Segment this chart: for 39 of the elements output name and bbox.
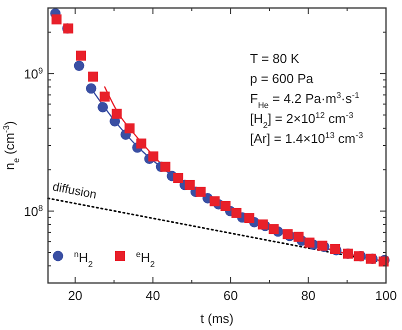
x-tick-label: 60 <box>223 288 238 303</box>
annotation: T = 80 K <box>250 51 300 66</box>
point <box>196 186 206 197</box>
point <box>173 173 184 184</box>
point <box>86 83 96 94</box>
point <box>294 232 304 242</box>
x-tick-label: 80 <box>301 288 316 303</box>
point <box>124 123 135 134</box>
x-tick-label: 20 <box>68 288 82 303</box>
point <box>88 72 98 82</box>
point <box>148 151 158 162</box>
point <box>220 200 231 211</box>
legend-label: $^{e}$H$_{2}$ <box>136 249 156 269</box>
annotation: [Ar] = 1.4×10$^{13}$ cm$^{-3}$ <box>250 130 364 146</box>
x-tick-label: 100 <box>375 288 397 303</box>
point <box>52 14 62 24</box>
point <box>74 60 84 71</box>
point <box>98 102 108 112</box>
annotation: [H$_{2}$] = 2×10$^{12}$ cm$^{-3}$ <box>250 110 354 130</box>
point <box>100 92 110 102</box>
point <box>112 108 122 119</box>
x-tick-label: 40 <box>146 288 160 303</box>
y-tick-label: 10$^{8}$ <box>24 203 44 220</box>
point <box>268 224 279 234</box>
point <box>304 238 314 248</box>
point <box>160 162 170 172</box>
x-axis-title: t (ms) <box>200 311 234 326</box>
point <box>136 138 146 149</box>
point <box>184 180 195 190</box>
point <box>210 196 220 206</box>
point <box>258 219 268 230</box>
point <box>231 208 242 218</box>
legend-label: $^{n}$H$_{2}$ <box>74 249 94 269</box>
text: diffusion <box>51 179 98 202</box>
annotation: F$_{He}$ = 4.2 Pa·m$^{3}$·s$^{-1}$ <box>250 90 360 110</box>
point <box>76 50 86 61</box>
annotation: p = 600 Pa <box>250 71 314 86</box>
y-tick-label: 10$^{9}$ <box>24 66 44 82</box>
point <box>244 213 254 224</box>
